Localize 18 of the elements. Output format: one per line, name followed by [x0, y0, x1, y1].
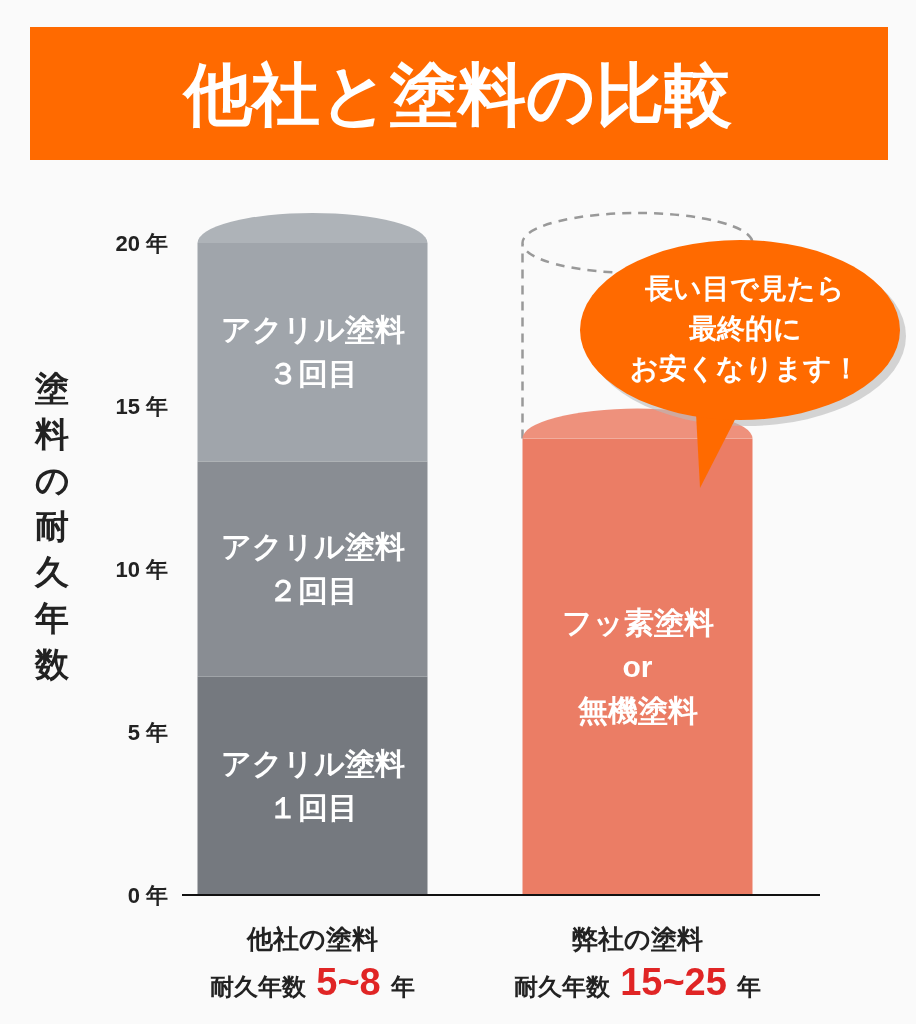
- series-label: アクリル塗料３回目: [220, 312, 405, 393]
- annotation: 最終的に: [687, 313, 802, 344]
- y-tick-label: 15 年: [115, 394, 168, 419]
- annotation: 長い目で見たら: [644, 273, 845, 304]
- text: 耐久年数 15~25 年: [514, 961, 761, 1003]
- y-tick-label: 20 年: [115, 231, 168, 256]
- annotation: お安くなります！: [630, 353, 860, 384]
- y-tick-label: 10 年: [115, 557, 168, 582]
- series-label: アクリル塗料２回目: [220, 529, 405, 609]
- x-tick-label: 弊社の塗料: [572, 924, 703, 954]
- x-tick-label: 他社の塗料: [246, 924, 378, 954]
- y-tick-label: 0 年: [127, 883, 168, 908]
- y-axis-title: 塗料の耐久年数: [34, 368, 70, 685]
- chart-title: 他社と塗料の比較: [182, 56, 732, 132]
- series-label: フッ素塗料 or 無機塗料: [560, 604, 715, 729]
- series-label: アクリル塗料１回目: [220, 745, 405, 826]
- text: 耐久年数 5~8 年: [210, 961, 415, 1003]
- y-tick-label: 5 年: [127, 720, 168, 745]
